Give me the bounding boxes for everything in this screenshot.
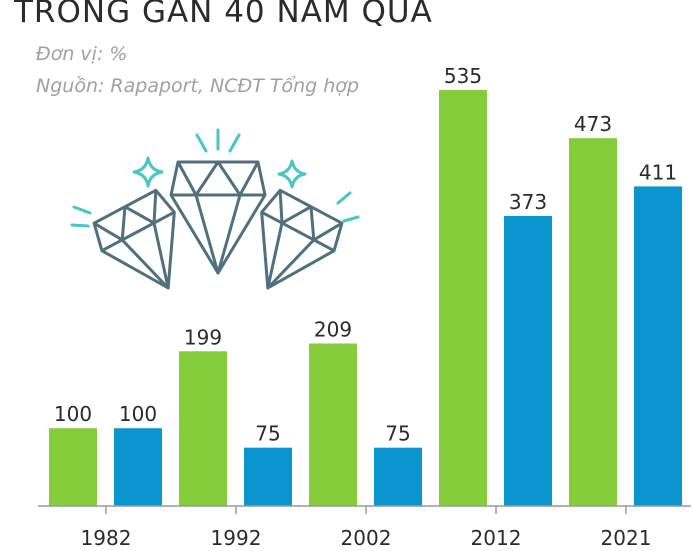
data-label-2002-s1: 209 [314,317,352,341]
x-tick-label-1992: 1992 [211,526,262,550]
diamonds-illustration-icon [70,128,360,290]
data-label-2012-s2: 373 [509,190,547,214]
diamond-left-icon [92,188,176,290]
data-label-1992-s2: 75 [255,422,280,446]
data-label-1982-s2: 100 [119,402,157,426]
data-label-2012-s1: 535 [444,64,482,88]
x-tick-label-2002: 2002 [341,526,392,550]
bar-2021-s1 [569,138,617,506]
data-label-2002-s2: 75 [385,422,410,446]
x-tick-label-2012: 2012 [471,526,522,550]
bar-2002-s1 [309,343,357,506]
diamond-center-icon [169,160,267,275]
source-note: Nguồn: Rapaport, NCĐT Tổng hợp [36,75,359,97]
bar-1992-s2 [244,447,292,506]
bar-2012-s1 [439,90,487,506]
bar-1982-s1 [49,428,97,506]
x-tick-label-1982: 1982 [81,526,132,550]
bar-1992-s1 [179,351,227,506]
data-labels-layer: 100 100 199 75 209 75 535 373 473 411 [54,64,677,446]
sparkle-lines-icon [70,128,360,228]
diamond-right-icon [260,188,344,290]
data-label-1992-s1: 199 [184,325,222,349]
unit-note: Đơn vị: % [36,43,128,65]
data-label-2021-s1: 473 [574,112,612,136]
bar-2012-s2 [504,215,552,506]
data-label-1982-s1: 100 [54,402,92,426]
bar-2021-s2 [634,186,682,506]
bar-1982-s2 [114,428,162,506]
chart-title: TRONG GẦN 40 NĂM QUA [14,0,433,30]
bar-2002-s2 [374,447,422,506]
bars-layer [49,90,682,506]
x-ticks-layer: 1982 1992 2002 2012 2021 [81,506,652,550]
x-tick-label-2021: 2021 [601,526,652,550]
sparkle-star-icon [132,156,307,189]
data-label-2021-s2: 411 [639,160,677,184]
